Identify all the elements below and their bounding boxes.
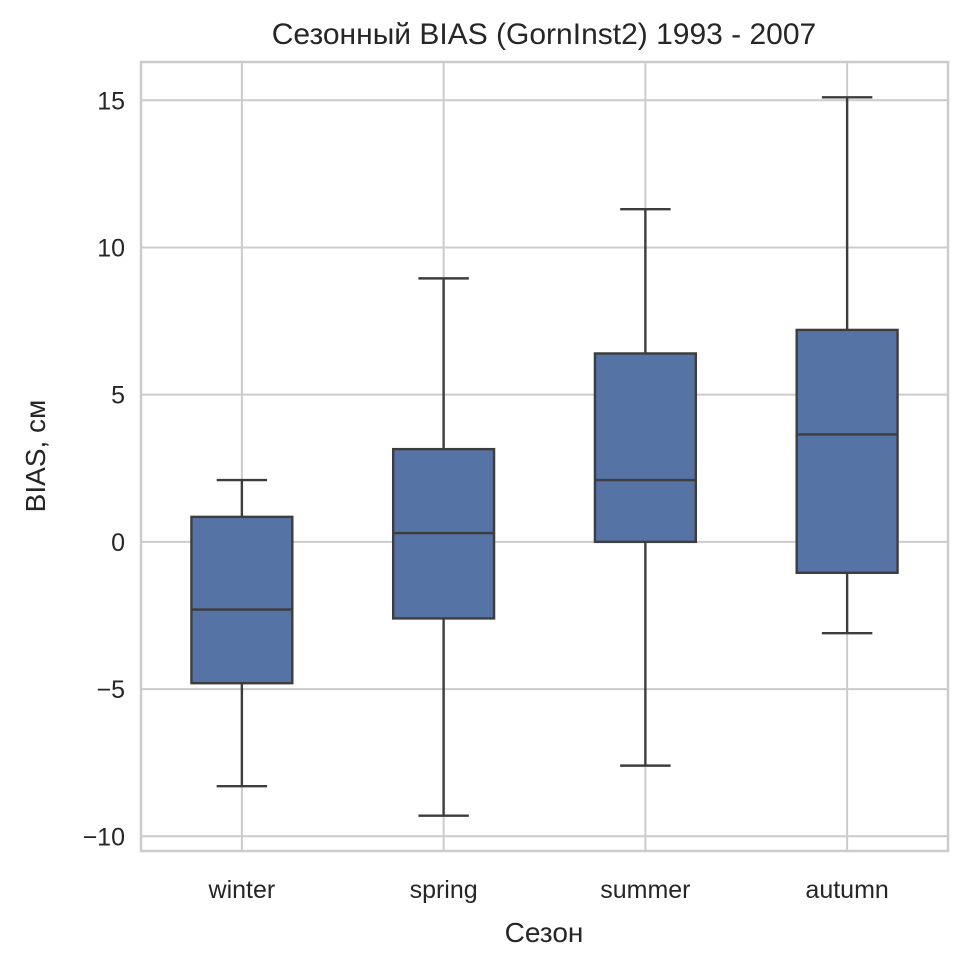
iqr-box — [593, 352, 698, 544]
box-summer — [593, 208, 698, 767]
x-tick-label-autumn: autumn — [805, 876, 888, 904]
y-tick-label: −10 — [83, 823, 125, 851]
iqr-box — [190, 515, 294, 685]
iqr-box — [795, 328, 899, 574]
y-tick-label: 10 — [97, 234, 125, 262]
chart-title: Сезонный BIAS (GornInst2) 1993 - 2007 — [272, 18, 816, 51]
plot-frame — [139, 60, 950, 853]
x-tick-label-summer: summer — [600, 876, 690, 904]
box-autumn — [795, 96, 899, 635]
y-axis-label: BIAS, см — [20, 400, 51, 513]
y-tick-label: −5 — [96, 676, 125, 704]
tick-labels: −10 −5 0 5 10 15 winter spring summer autumn — [83, 87, 889, 904]
x-tick-label-winter: winter — [208, 876, 276, 904]
x-axis-label: Сезон — [505, 917, 584, 948]
x-tick-label-spring: spring — [410, 876, 478, 904]
box-series — [190, 96, 899, 817]
y-tick-label: 15 — [97, 87, 125, 115]
y-tick-label: 0 — [111, 529, 125, 557]
box-spring — [391, 277, 496, 817]
y-tick-label: 5 — [111, 382, 125, 410]
box-winter — [190, 478, 294, 788]
